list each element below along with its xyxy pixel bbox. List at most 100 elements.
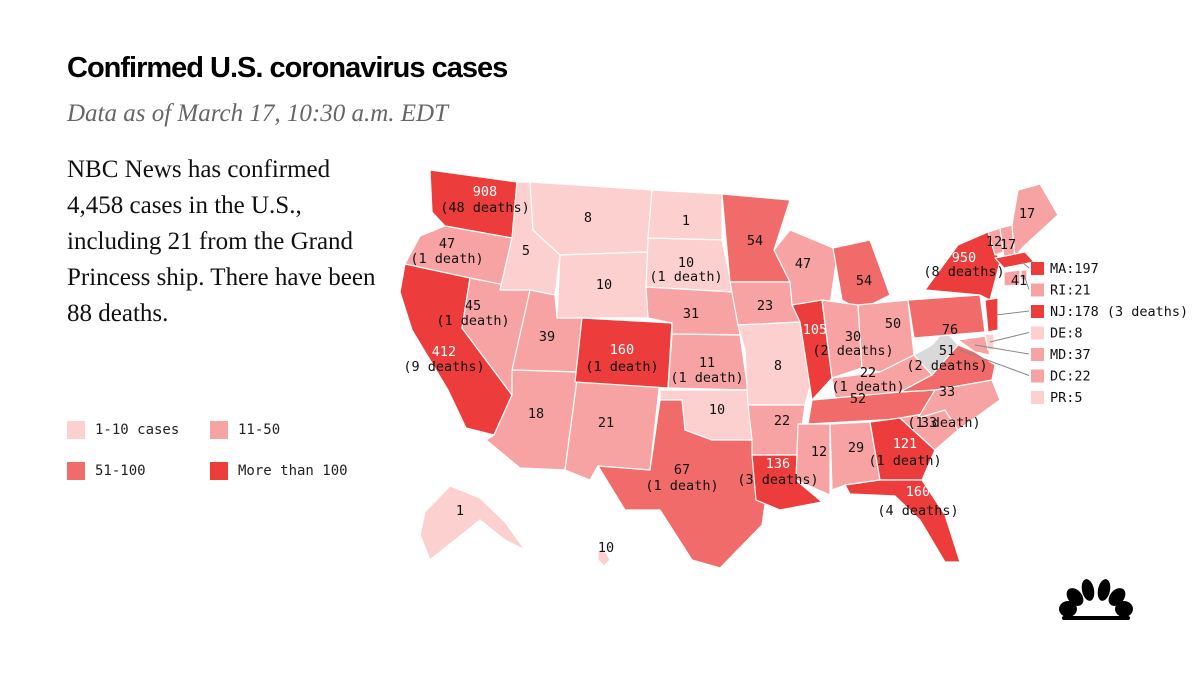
state-fl: [844, 479, 961, 563]
state-label-in: 30: [845, 329, 861, 345]
state-label-wy: 10: [596, 277, 612, 293]
state-label-me: 17: [1019, 206, 1035, 222]
state-label-sd: 10: [678, 255, 694, 271]
state-hi: [597, 549, 611, 567]
state-label-nv: 45: [465, 298, 481, 314]
state-label-ny: 950: [952, 250, 976, 266]
callout-line-dc: [959, 349, 1030, 376]
state-label-ky: 22: [860, 365, 876, 381]
state-label-tn: 52: [850, 391, 866, 407]
callout-swatch-nj: [1031, 305, 1044, 318]
callout-label-ma: MA:197: [1050, 261, 1099, 277]
state-pa: [907, 294, 986, 339]
state-label-ar: 22: [774, 413, 790, 429]
state-label-mn: 54: [747, 233, 763, 249]
state-mi: [832, 239, 891, 311]
callout-label-de: DE:8: [1050, 326, 1083, 342]
state-label-fl: 160: [906, 484, 930, 500]
state-de: [984, 333, 995, 351]
callout-label-nj: NJ:178 (3 deaths): [1050, 304, 1188, 320]
state-il: [791, 299, 833, 401]
state-ct: [1003, 269, 1021, 287]
legend-label: 11-50: [238, 422, 281, 438]
state-deaths-label-co: (1 death): [585, 359, 658, 375]
legend-label: More than 100: [238, 463, 348, 479]
state-nj: [984, 297, 999, 333]
callout-swatch-dc: [1031, 369, 1044, 383]
state-label-or: 47: [439, 236, 455, 252]
callout-label-dc: DC:22: [1050, 369, 1091, 385]
state-label-tx: 67: [674, 462, 690, 478]
callout-swatch-pr: [1031, 391, 1044, 404]
state-label-id: 5: [522, 243, 530, 259]
legend-swatch: [210, 462, 228, 480]
state-deaths-label-fl: (4 deaths): [877, 503, 958, 519]
state-label-pa: 76: [942, 322, 958, 338]
state-deaths-label-ks: (1 death): [670, 370, 743, 386]
state-deaths-label-ky: (1 death): [831, 379, 904, 395]
state-label-la: 136: [766, 456, 790, 472]
state-label-ct: 41: [1011, 273, 1027, 289]
page-title: Confirmed U.S. coronavirus cases: [67, 52, 508, 84]
callout-line-md: [974, 344, 1030, 355]
state-label-nc: 33: [939, 384, 955, 400]
state-ga: [869, 417, 936, 481]
state-label-hi: 10: [598, 540, 614, 556]
state-tx: [597, 399, 771, 569]
state-label-ga: 121: [893, 436, 917, 452]
state-deaths-label-sc: (1 death): [907, 415, 980, 431]
legend-swatch: [67, 421, 85, 439]
state-deaths-label-ny: (8 deaths): [923, 264, 1004, 280]
state-label-ok: 10: [709, 402, 725, 418]
state-deaths-label-ca: (9 deaths): [403, 359, 484, 375]
callout-line-de: [989, 332, 1030, 343]
state-deaths-label-ga: (1 death): [868, 453, 941, 469]
callout-label-pr: PR:5: [1050, 390, 1083, 406]
state-shapes: [399, 169, 1059, 569]
callout-line-ri: [1023, 274, 1030, 290]
state-md: [957, 335, 991, 356]
state-wv: [913, 329, 959, 376]
nbc-peacock-logo: [1059, 579, 1133, 620]
state-deaths-label-or: (1 death): [410, 251, 483, 267]
state-label-ks: 11: [699, 355, 715, 371]
legend-label: 1-10 cases: [95, 422, 180, 438]
callout-swatch-ma: [1031, 262, 1044, 275]
legend-item-51-100: 51-100: [67, 462, 146, 480]
callout-line-nj: [995, 310, 1030, 316]
callout-label-md: MD:37: [1050, 347, 1091, 363]
callout-label-ri: RI:21: [1050, 283, 1091, 299]
state-label-co: 160: [610, 342, 634, 358]
state-label-mi: 54: [856, 273, 872, 289]
callout-list: MA:197 RI:21 NJ:178 (3 deaths) DE:8 MD:37 DC:…: [1031, 261, 1188, 406]
state-deaths-label-wa: (48 deaths): [440, 200, 529, 216]
state-label-ak: 1: [456, 503, 464, 519]
legend-label: 51-100: [95, 463, 146, 479]
state-label-ia: 23: [757, 298, 773, 314]
state-ms: [795, 423, 831, 496]
state-ak: [419, 485, 526, 561]
legend-swatch: [210, 421, 228, 439]
state-label-mo: 8: [774, 358, 782, 374]
callout-line-ma: [1021, 261, 1030, 269]
state-label-al: 29: [848, 440, 864, 456]
state-deaths-label-sd: (1 death): [649, 269, 722, 285]
state-deaths-label-in: (2 deaths): [812, 343, 893, 359]
state-deaths-label-la: (3 deaths): [737, 472, 818, 488]
state-label-az: 18: [528, 406, 544, 422]
legend-item-1-10: 1-10 cases: [67, 421, 179, 439]
state-label-va: 51: [939, 343, 955, 359]
state-label-nd: 1: [682, 213, 690, 229]
state-label-nh: 17: [1000, 237, 1016, 253]
state-label-wa: 908: [473, 184, 497, 200]
state-label-ut: 39: [539, 329, 555, 345]
state-label-vt: 12: [986, 234, 1002, 250]
summary-text: NBC News has confirmed 4,458 cases in th…: [67, 156, 376, 327]
callout-swatch-md: [1031, 348, 1044, 361]
state-label-il: 105: [803, 322, 827, 338]
callout-leader-lines: [959, 261, 1030, 376]
state-deaths-label-va: (2 deaths): [906, 358, 987, 374]
state-label-sc: 33: [921, 415, 937, 431]
state-label-nm: 21: [598, 415, 614, 431]
